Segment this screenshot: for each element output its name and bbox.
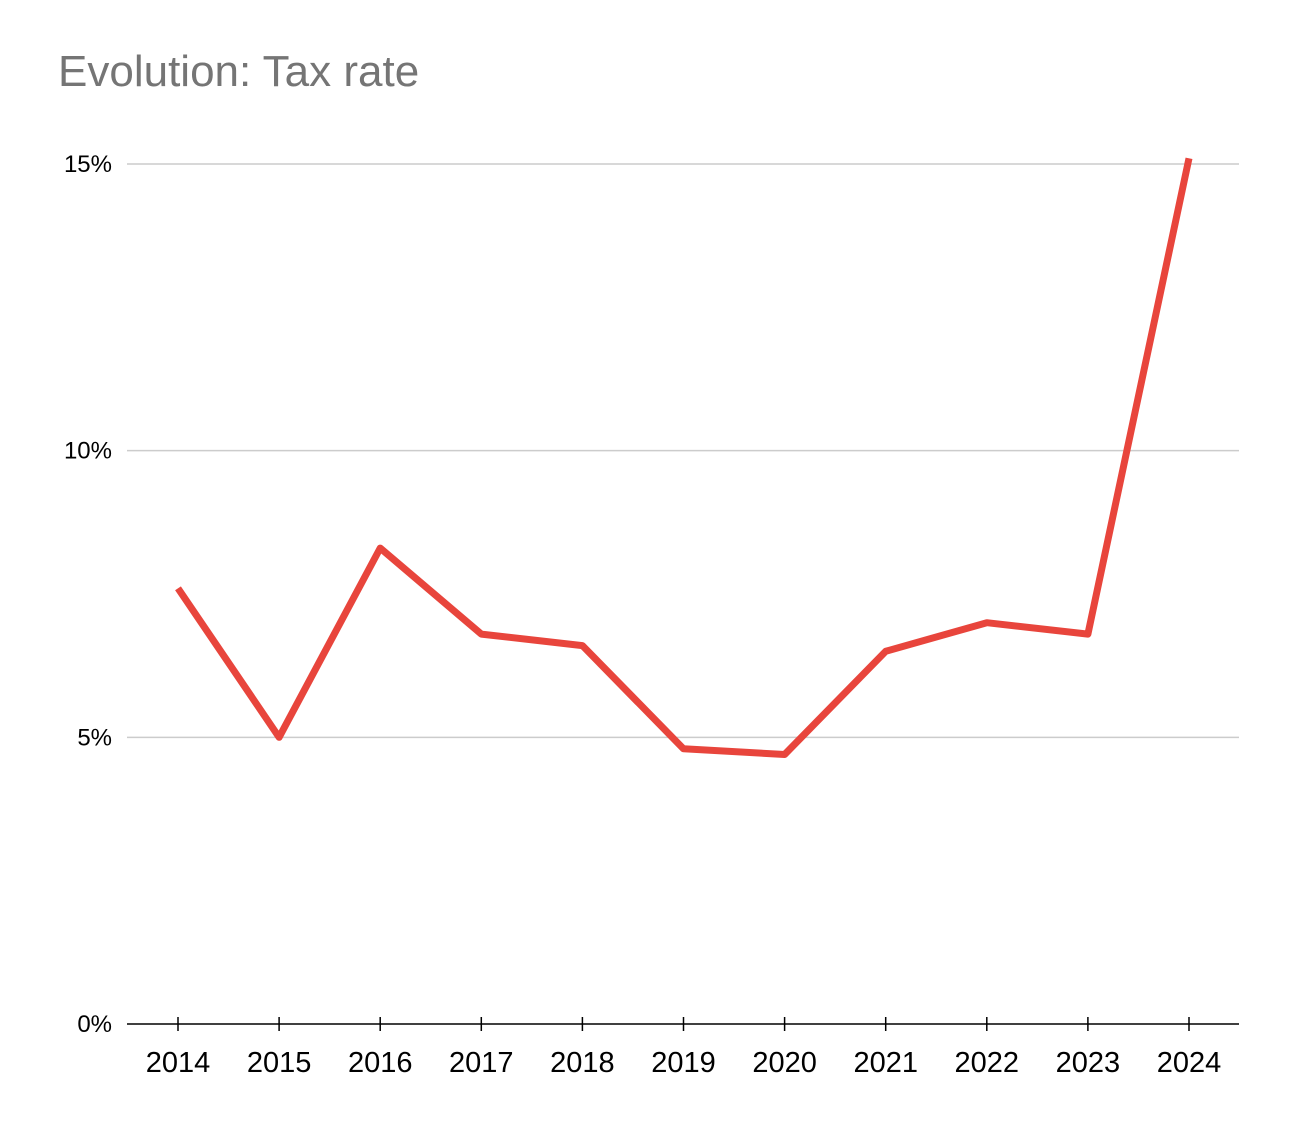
y-axis-labels: 0% 5% 10% 15% [64, 151, 112, 1038]
series-line [175, 157, 1193, 758]
chart-title: Evolution: Tax rate [58, 47, 420, 96]
x-tick-label: 2019 [651, 1047, 716, 1079]
x-tick-label: 2021 [853, 1047, 918, 1079]
y-tick-label: 10% [64, 438, 112, 465]
y-tick-label: 0% [77, 1011, 112, 1038]
x-tick-label: 2018 [550, 1047, 615, 1079]
y-tick-label: 15% [64, 151, 112, 178]
x-tick-label: 2015 [247, 1047, 312, 1079]
series-layer [175, 157, 1193, 758]
x-axis: 2014 2015 2016 2017 2018 2019 2020 2021 2022 2023… [127, 1017, 1239, 1079]
y-tick-label: 5% [77, 724, 112, 751]
x-tick-label: 2024 [1157, 1047, 1222, 1079]
x-tick-label: 2022 [955, 1047, 1020, 1079]
gridlines [127, 163, 1239, 739]
x-tick-label: 2020 [752, 1047, 817, 1079]
x-tick-label: 2017 [449, 1047, 514, 1079]
x-tick-label: 2016 [348, 1047, 413, 1079]
x-tick-label: 2014 [146, 1047, 211, 1079]
x-tick-label: 2023 [1056, 1047, 1121, 1079]
